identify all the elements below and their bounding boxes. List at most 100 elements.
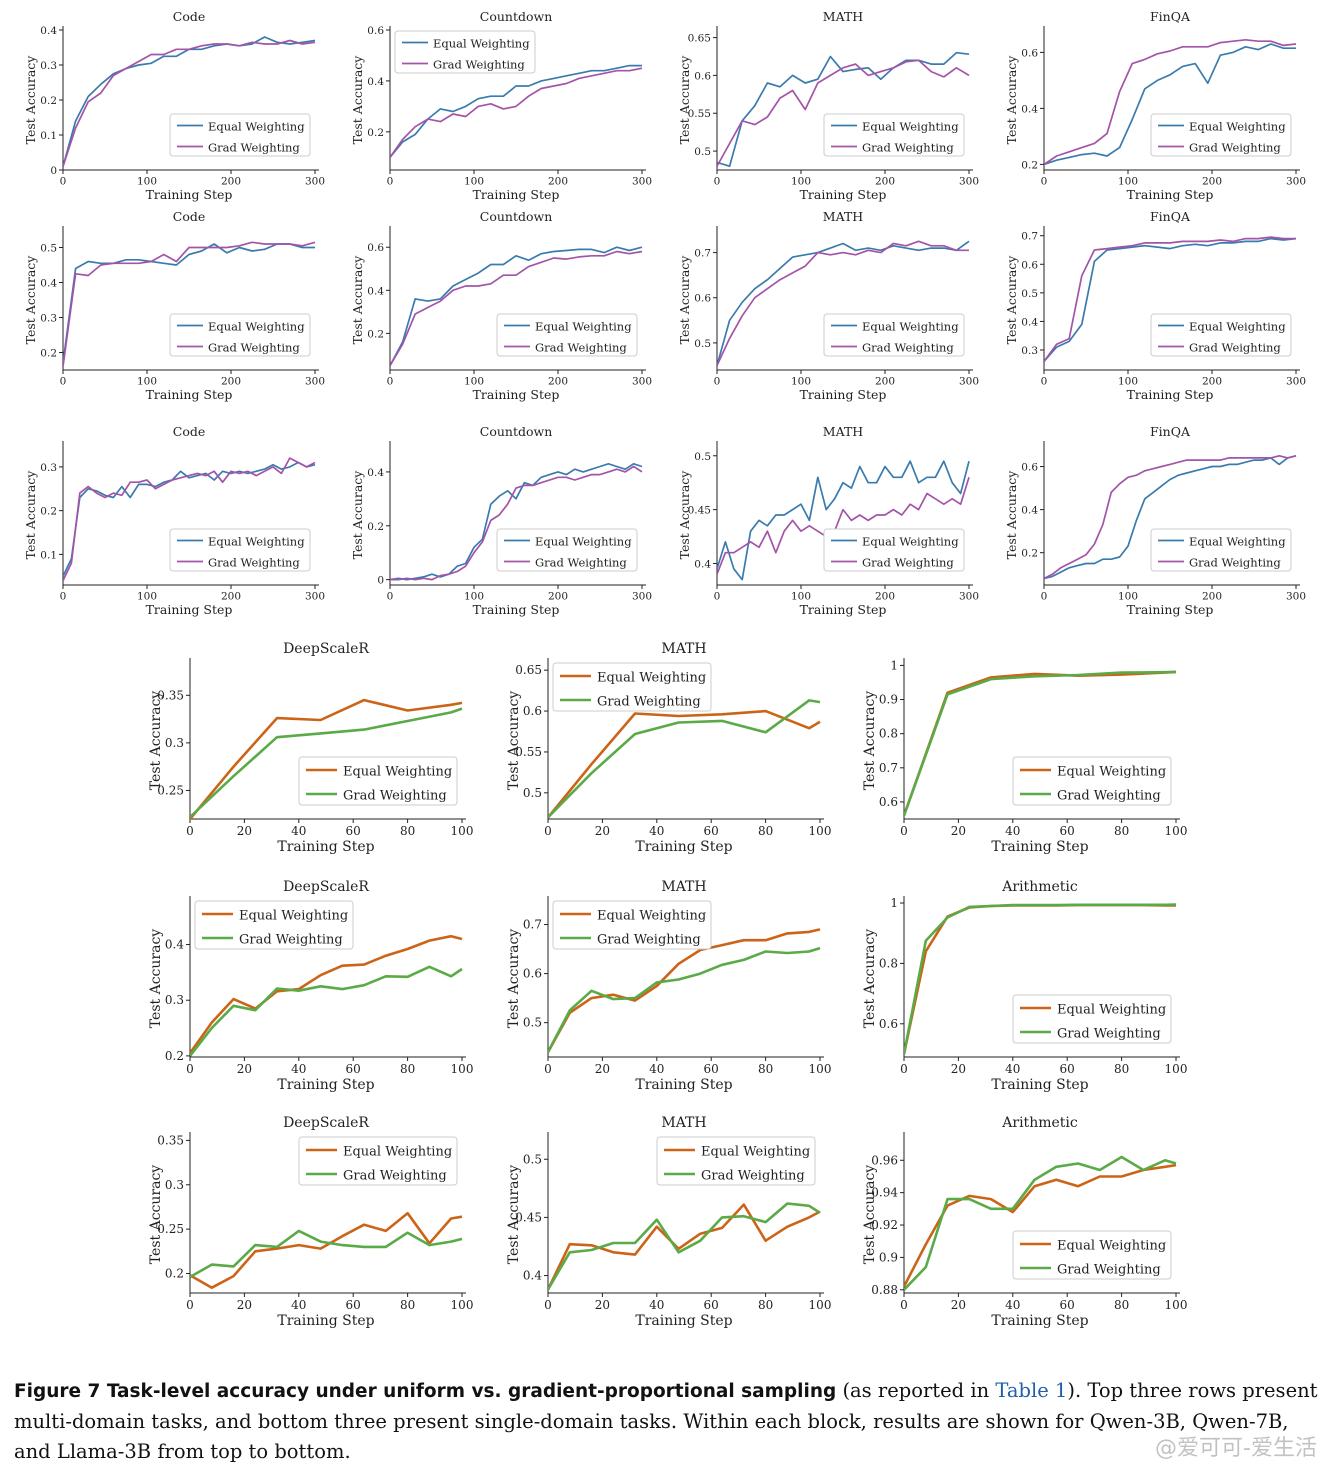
y-tick-label: 0.4 bbox=[1021, 103, 1038, 115]
legend: Equal Weighting Grad Weighting bbox=[823, 113, 965, 157]
y-tick-label: 1 bbox=[890, 896, 898, 910]
x-axis-label: Training Step bbox=[991, 1077, 1088, 1093]
y-tick-label: 0.4 bbox=[1021, 316, 1038, 328]
y-tick-label: 0.2 bbox=[367, 521, 384, 533]
x-tick-label: 40 bbox=[649, 1298, 664, 1312]
y-tick-label: 0.4 bbox=[367, 285, 384, 297]
x-tick-label: 100 bbox=[137, 176, 157, 188]
y-tick-label: 0.92 bbox=[871, 1218, 898, 1232]
legend-label: Grad Weighting bbox=[239, 933, 343, 948]
x-tick-label: 100 bbox=[137, 376, 157, 388]
y-tick-label: 0.5 bbox=[523, 1016, 542, 1030]
y-tick-label: 0.2 bbox=[1021, 548, 1038, 560]
caption-pre-ref: (as reported in bbox=[836, 1379, 996, 1402]
y-tick-label: 0.5 bbox=[694, 451, 711, 463]
x-tick-label: 200 bbox=[548, 376, 568, 388]
legend-label: Grad Weighting bbox=[433, 57, 525, 71]
legend: Equal Weighting Grad Weighting bbox=[1012, 994, 1172, 1044]
grad-weighting-line bbox=[1044, 454, 1297, 580]
x-tick-label: 100 bbox=[809, 1298, 832, 1312]
legend-label: Equal Weighting bbox=[701, 1145, 810, 1160]
x-tick-label: 200 bbox=[548, 176, 568, 188]
equal-weighting-line bbox=[717, 51, 970, 168]
equal-weighting-line bbox=[390, 462, 643, 581]
x-tick-label: 200 bbox=[221, 176, 241, 188]
legend-label: Grad Weighting bbox=[597, 933, 701, 948]
chart-title: MATH bbox=[661, 1115, 706, 1131]
legend-frame bbox=[169, 313, 311, 357]
y-tick-label: 0 bbox=[50, 165, 57, 177]
y-tick-label: 0.2 bbox=[367, 127, 384, 139]
x-tick-label: 200 bbox=[1202, 591, 1222, 603]
x-tick-label: 40 bbox=[649, 1062, 664, 1076]
y-axis-label: Test Accuracy bbox=[148, 929, 164, 1028]
y-axis-label: Test Accuracy bbox=[862, 1165, 878, 1264]
legend-label: Equal Weighting bbox=[1057, 1003, 1166, 1018]
y-axis-label: Test Accuracy bbox=[862, 929, 878, 1028]
legend: Equal Weighting Grad Weighting bbox=[394, 30, 536, 74]
x-axis-label: Training Step bbox=[635, 839, 732, 855]
x-tick-label: 0 bbox=[387, 591, 394, 603]
grad-weighting-line bbox=[390, 250, 643, 367]
x-tick-label: 80 bbox=[758, 1298, 773, 1312]
y-tick-label: 0.2 bbox=[40, 506, 57, 518]
x-tick-label: 300 bbox=[1286, 591, 1306, 603]
y-axis-label: Test Accuracy bbox=[506, 691, 522, 790]
legend-label: Equal Weighting bbox=[862, 119, 959, 133]
chart-panel-16: DeepScaleR 0 20 40 60 80 100 0.2 0.3 0.4 Training … bbox=[148, 879, 473, 1093]
grad-weighting-line bbox=[63, 241, 316, 367]
legend-frame bbox=[552, 900, 712, 950]
y-tick-label: 0.3 bbox=[165, 993, 184, 1007]
legend-label: Grad Weighting bbox=[862, 555, 954, 569]
chart-title: DeepScaleR bbox=[283, 641, 369, 657]
grad-weighting-line bbox=[717, 240, 969, 366]
x-tick-label: 100 bbox=[464, 176, 484, 188]
grad-weighting-line bbox=[63, 39, 316, 167]
y-tick-label: 0.2 bbox=[1021, 159, 1038, 171]
legend-label: Grad Weighting bbox=[208, 140, 300, 154]
y-tick-label: 0.4 bbox=[523, 1269, 542, 1283]
y-axis-label: Test Accuracy bbox=[350, 255, 365, 345]
chart-title: MATH bbox=[823, 209, 863, 224]
y-axis-label: Test Accuracy bbox=[350, 470, 365, 560]
y-tick-label: 0.45 bbox=[515, 1210, 542, 1224]
x-tick-label: 300 bbox=[305, 176, 325, 188]
x-tick-label: 0 bbox=[186, 1062, 194, 1076]
legend-label: Grad Weighting bbox=[535, 340, 627, 354]
x-tick-label: 20 bbox=[595, 1062, 610, 1076]
y-axis-label: Test Accuracy bbox=[677, 470, 692, 560]
grad-weighting-line bbox=[904, 670, 1177, 817]
legend: Equal Weighting Grad Weighting bbox=[298, 756, 458, 806]
x-axis-label: Training Step bbox=[1127, 387, 1214, 402]
table-reference-link[interactable]: Table 1 bbox=[995, 1379, 1068, 1402]
chart-panel-21: Arithmetic 0 20 40 60 80 100 0.88 0.9 0.92 0.94 0.9… bbox=[862, 1115, 1187, 1329]
y-tick-label: 0.2 bbox=[367, 328, 384, 340]
y-axis-label: Test Accuracy bbox=[350, 55, 365, 145]
legend-label: Grad Weighting bbox=[208, 555, 300, 569]
y-tick-label: 0.9 bbox=[879, 693, 898, 707]
x-tick-label: 100 bbox=[464, 591, 484, 603]
grad-weighting-line bbox=[717, 477, 970, 575]
y-tick-label: 0.6 bbox=[694, 70, 711, 82]
y-tick-label: 0.4 bbox=[694, 558, 711, 570]
y-tick-label: 0.1 bbox=[40, 549, 57, 561]
y-tick-label: 0.3 bbox=[40, 60, 57, 72]
y-axis-label: Test Accuracy bbox=[1004, 470, 1019, 560]
x-tick-label: 60 bbox=[346, 824, 361, 838]
legend-label: Equal Weighting bbox=[535, 319, 632, 333]
x-axis-label: Training Step bbox=[991, 1313, 1088, 1329]
x-tick-label: 0 bbox=[900, 1298, 908, 1312]
chart-panel-19: DeepScaleR 0 20 40 60 80 100 0.2 0.25 0.3 0.35 Trai… bbox=[148, 1115, 473, 1329]
grad-weighting-line bbox=[390, 67, 643, 158]
y-tick-label: 0.6 bbox=[523, 704, 542, 718]
x-tick-label: 60 bbox=[346, 1298, 361, 1312]
equal-weighting-line bbox=[63, 461, 316, 577]
x-tick-label: 40 bbox=[291, 1298, 306, 1312]
legend-label: Equal Weighting bbox=[239, 909, 348, 924]
y-axis-label: Test Accuracy bbox=[23, 255, 38, 345]
legend-label: Equal Weighting bbox=[535, 534, 632, 548]
y-tick-label: 0.3 bbox=[165, 736, 184, 750]
x-tick-label: 100 bbox=[451, 1298, 474, 1312]
legend: Equal Weighting Grad Weighting bbox=[823, 313, 965, 357]
chart-panel-15: 0 20 40 60 80 100 0.6 0.7 0.8 0.9 1 Training Step Te… bbox=[862, 658, 1187, 855]
